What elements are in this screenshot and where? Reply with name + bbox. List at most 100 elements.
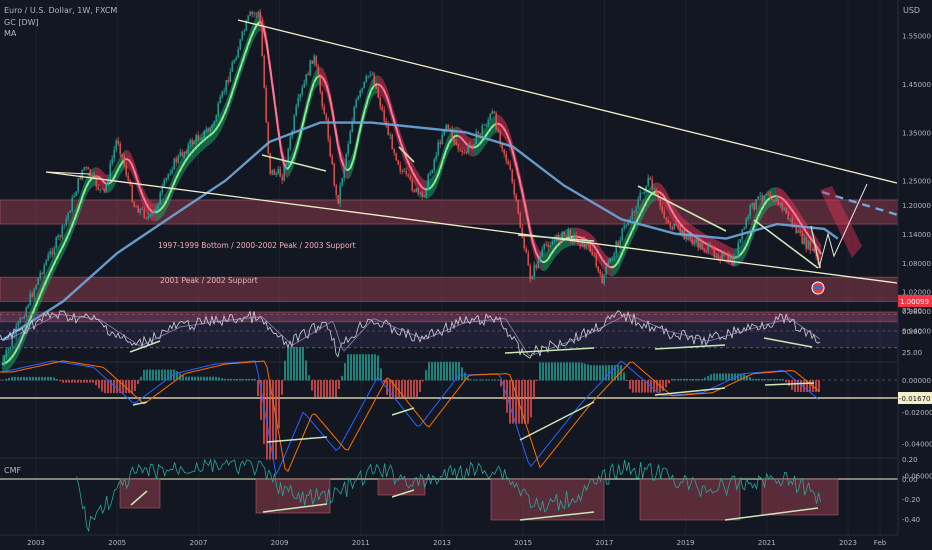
price-candle-body [733, 256, 735, 265]
time-tick-label: 2013 [433, 539, 451, 547]
ribbon-centerline [139, 188, 145, 198]
macd-histogram-bar [293, 347, 295, 381]
price-candle-body [343, 166, 345, 179]
price-candle-body [103, 188, 105, 191]
upper-trendline [237, 19, 898, 184]
price-candle-body [505, 153, 507, 161]
price-candle-body [433, 159, 435, 170]
price-candle-body [77, 178, 79, 192]
rsi-tick-label: 75.00 [902, 307, 922, 315]
ribbon-centerline [46, 271, 52, 280]
macd-histogram-bar [635, 380, 637, 393]
price-candle-body [481, 125, 483, 134]
time-tick-label: 2005 [108, 539, 126, 547]
ribbon-centerline [610, 265, 615, 269]
price-candle-body [173, 158, 175, 170]
macd-histogram-bar [614, 365, 616, 381]
ribbon-centerline [199, 140, 204, 145]
price-candle-body [631, 211, 633, 220]
price-candle-body [97, 186, 99, 190]
indicator-ma-label[interactable]: MA [4, 29, 17, 38]
ribbon-centerline [133, 169, 139, 180]
price-candle-body [415, 188, 417, 192]
macd-histogram-bar [674, 378, 676, 381]
macd-histogram-bar [389, 380, 391, 399]
macd-histogram-bar [593, 365, 595, 381]
ribbon-centerline [64, 234, 70, 243]
ribbon-centerline [388, 103, 394, 115]
price-candle-body [653, 188, 655, 190]
price-candle-body [179, 152, 181, 156]
price-candle-body [265, 87, 267, 123]
price-candle-body [565, 235, 567, 237]
macd-histogram-bar [32, 376, 34, 381]
ribbon-centerline [76, 203, 82, 213]
price-candle-body [243, 30, 245, 32]
ribbon-centerline [787, 204, 792, 210]
price-candle-body [737, 242, 739, 257]
macd-histogram-bar [101, 380, 103, 392]
macd-histogram-bar [686, 378, 688, 381]
ribbon-centerline [148, 207, 153, 213]
price-candle-body [539, 256, 541, 261]
price-candle-body [647, 177, 649, 186]
price-candle-body [705, 250, 707, 252]
price-candle-body [397, 160, 399, 165]
price-candle-body [239, 39, 241, 50]
price-candle-body [223, 91, 225, 93]
price-candle-body [611, 257, 613, 259]
price-candle-body [193, 141, 195, 144]
price-tick-label: 0.94000 [902, 327, 931, 335]
price-candle-body [561, 231, 563, 242]
currency-label: USD [903, 6, 921, 15]
ribbon-centerline [355, 133, 361, 149]
macd-histogram-bar [227, 378, 229, 381]
ribbon-centerline [310, 81, 316, 92]
macd-histogram-bar [779, 378, 781, 381]
price-candle-body [283, 167, 285, 181]
macd-histogram-bar [587, 364, 589, 381]
ribbon-centerline [49, 265, 55, 273]
ribbon-centerline [754, 215, 760, 224]
cmf-panel-title[interactable]: CMF [4, 466, 22, 475]
macd-histogram-bar [278, 380, 280, 429]
cmf-tick-label: 0.20 [902, 456, 918, 464]
ribbon-centerline [292, 149, 298, 160]
ribbon-centerline [637, 211, 643, 219]
price-candle-body [159, 192, 161, 205]
zone-annotation-1: 1997-1999 Bottom / 2000-2002 Peak / 2003… [158, 241, 356, 250]
macd-histogram-bar [815, 380, 817, 393]
price-candle-body [669, 222, 671, 228]
macd-histogram-bar [404, 380, 406, 399]
indicator-gc-label[interactable]: GC [DW] [4, 18, 39, 27]
macd-histogram-bar [785, 380, 787, 383]
price-candle-body [707, 244, 709, 251]
rsi-divergence-0 [129, 340, 161, 353]
macd-histogram-bar [620, 365, 622, 381]
symbol-title[interactable]: Euro / U.S. Dollar, 1W, FXCM [4, 6, 118, 15]
ma-line [1, 121, 839, 342]
ribbon-centerline [406, 159, 412, 168]
lower-trendline [45, 171, 898, 284]
price-candle-body [807, 241, 809, 249]
macd-histogram-bar [446, 361, 448, 381]
price-divergence-1 [398, 146, 415, 163]
cmf-divergence-2 [391, 489, 415, 498]
ribbon-centerline [508, 139, 514, 150]
price-candle-body [119, 143, 121, 154]
ribbon-centerline [13, 348, 19, 355]
price-candle-body [787, 213, 789, 219]
price-candle-body [3, 356, 5, 365]
price-candle-body [437, 142, 439, 156]
price-candle-body [167, 174, 169, 179]
macd-histogram-bar [701, 378, 703, 381]
price-candle-body [237, 49, 239, 58]
ribbon-centerline [430, 182, 435, 188]
price-candle-body [501, 143, 503, 150]
price-candle-body [181, 152, 183, 157]
price-candle-body [353, 107, 355, 122]
price-candle-body [235, 57, 237, 61]
cmf-line [76, 458, 821, 533]
